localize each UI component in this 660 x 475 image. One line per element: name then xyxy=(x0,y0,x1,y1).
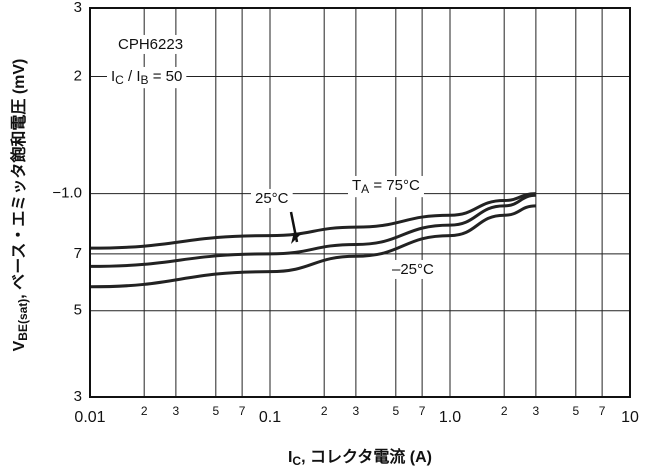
x-tick-label: 5 xyxy=(212,404,219,418)
label-background xyxy=(348,175,424,198)
y-tick-label: 3 xyxy=(74,388,82,405)
y-tick-label: 3 xyxy=(74,0,82,16)
y-axis-label: VBE(sat), ベース・エミッタ飽和電圧 (mV) xyxy=(9,59,30,352)
text-part: , ベース・エミッタ飽和電圧 (mV) xyxy=(9,59,28,299)
x-tick-label: 0.01 xyxy=(74,409,105,426)
x-tick-label: 10 xyxy=(621,409,639,426)
text-part: I xyxy=(288,449,292,466)
x-tick-label: 3 xyxy=(173,404,180,418)
curve xyxy=(89,193,536,268)
subscript: C xyxy=(292,454,301,468)
series-label: –25°C xyxy=(392,261,434,278)
grid xyxy=(89,7,631,398)
text-part: = 75°C xyxy=(369,177,420,194)
x-tick-label: 2 xyxy=(141,404,148,418)
text-part: –25°C xyxy=(392,261,434,278)
text-part: CPH6223 xyxy=(118,36,183,53)
arrow-head xyxy=(291,232,301,244)
label-background xyxy=(251,188,293,208)
curve xyxy=(89,204,536,289)
subscript: BE(sat) xyxy=(16,299,30,341)
x-tick-label: 5 xyxy=(392,404,399,418)
annotation: IC / IB = 50 xyxy=(111,68,182,87)
x-tick-label: 2 xyxy=(501,404,508,418)
y-tick-label: 5 xyxy=(74,302,82,319)
curves xyxy=(89,192,536,289)
x-tick-label: 3 xyxy=(533,404,540,418)
text-part: = 50 xyxy=(149,68,183,85)
text-part: T xyxy=(352,177,361,194)
label-background xyxy=(107,66,187,89)
labels: 3 5 7 −1.0 2 3 0.01 2 3 5 7 0.1 2 3 5 7 1.0 2 3 5 7 10 TA = 75… xyxy=(9,0,639,468)
annotation: CPH6223 xyxy=(118,36,183,53)
x-tick-label: 2 xyxy=(321,404,328,418)
curve xyxy=(89,192,536,250)
x-tick-label: 7 xyxy=(239,404,246,418)
subscript: C xyxy=(115,73,124,87)
text-part: V xyxy=(11,340,28,351)
subscript: A xyxy=(361,182,369,196)
series-label: TA = 75°C xyxy=(352,177,420,196)
x-tick-label: 7 xyxy=(599,404,606,418)
x-tick-label: 7 xyxy=(419,404,426,418)
text-part: 25°C xyxy=(255,190,289,207)
x-tick-label: 1.0 xyxy=(439,409,461,426)
label-background xyxy=(114,34,188,54)
series-label: 25°C xyxy=(255,190,289,207)
subscript: B xyxy=(141,73,149,87)
text-part: , コレクタ電流 (A) xyxy=(301,447,432,466)
y-tick-label: 7 xyxy=(74,245,82,262)
x-axis-label: IC, コレクタ電流 (A) xyxy=(288,447,432,468)
text-part: / I xyxy=(124,68,141,85)
x-tick-label: 5 xyxy=(572,404,579,418)
label-background xyxy=(388,259,439,279)
text-part: I xyxy=(111,68,115,85)
y-tick-label: 2 xyxy=(74,67,82,84)
x-tick-label: 3 xyxy=(353,404,360,418)
y-tick-label: −1.0 xyxy=(52,185,82,202)
plot-frame xyxy=(89,7,631,398)
x-tick-label: 0.1 xyxy=(259,409,281,426)
